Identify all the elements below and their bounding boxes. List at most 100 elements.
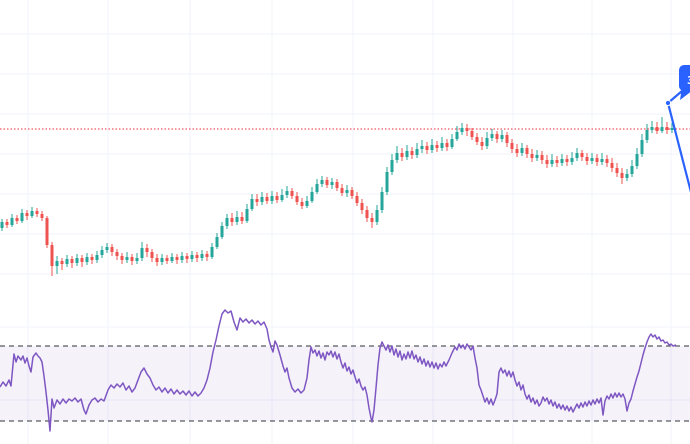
candle-body	[190, 255, 194, 259]
candle-body	[520, 148, 524, 153]
candle-body	[150, 252, 154, 258]
rsi-band-fill	[0, 346, 690, 421]
candle-body	[535, 155, 539, 158]
candle-body	[590, 158, 594, 161]
candle-body	[445, 143, 449, 147]
candle-body	[50, 245, 54, 266]
candle-body	[385, 172, 389, 192]
candle-body	[20, 213, 24, 221]
candle-body	[635, 154, 639, 166]
candle-body	[0, 222, 4, 228]
candle-body	[560, 159, 564, 163]
candle-body	[165, 258, 169, 261]
candle-body	[655, 127, 659, 131]
candle-body	[480, 142, 484, 146]
candle-body	[275, 196, 279, 200]
candle-body	[90, 257, 94, 260]
candle-body	[250, 199, 254, 209]
candle-body	[130, 257, 134, 261]
candle-body	[350, 190, 354, 196]
candle-body	[295, 196, 299, 202]
candle-body	[125, 257, 129, 260]
candle-body	[565, 159, 569, 162]
candle-body	[220, 226, 224, 237]
candle-body	[135, 258, 139, 261]
callout-label-text: 3	[687, 74, 690, 87]
candle-body	[85, 257, 89, 262]
candle-body	[95, 255, 99, 260]
candle-body	[180, 256, 184, 260]
candle-body	[45, 218, 49, 245]
candle-body	[470, 131, 474, 137]
candle-body	[205, 254, 209, 257]
candle-body	[640, 140, 644, 154]
candle-body	[600, 159, 604, 162]
candle-body	[410, 151, 414, 155]
candle-body	[670, 128, 674, 130]
candle-body	[255, 199, 259, 202]
candle-body	[555, 160, 559, 163]
candle-body	[325, 180, 329, 185]
candle-body	[400, 153, 404, 157]
candle-body	[110, 247, 114, 252]
candle-body	[35, 211, 39, 214]
candle-body	[515, 149, 519, 153]
candle-body	[335, 182, 339, 188]
candle-body	[485, 138, 489, 146]
candle-body	[500, 135, 504, 139]
candle-body	[105, 247, 109, 250]
candle-body	[605, 159, 609, 163]
candle-body	[25, 213, 29, 216]
candle-body	[200, 254, 204, 258]
candle-body	[185, 256, 189, 259]
drawing-annotation[interactable]: 3	[664, 65, 690, 196]
candle-body	[340, 188, 344, 193]
candle-body	[75, 258, 79, 263]
candle-body	[380, 192, 384, 210]
candle-body	[280, 195, 284, 200]
candle-body	[595, 158, 599, 162]
candle-body	[310, 192, 314, 201]
candle-body	[650, 127, 654, 130]
candle-body	[435, 145, 439, 148]
candle-body	[390, 160, 394, 172]
candle-body	[580, 153, 584, 157]
candle-body	[405, 151, 409, 157]
candle-body	[140, 248, 144, 258]
candle-body	[620, 173, 624, 178]
candle-body	[395, 153, 399, 160]
trendline[interactable]	[666, 101, 690, 196]
candle-body	[585, 157, 589, 161]
candle-body	[230, 218, 234, 222]
candle-body	[320, 180, 324, 184]
candle-body	[15, 218, 19, 221]
candle-body	[455, 132, 459, 139]
annotation-shapes[interactable]	[664, 65, 690, 196]
candle-body	[100, 250, 104, 255]
candle-body	[550, 160, 554, 164]
candle-body	[610, 163, 614, 168]
candle-body	[215, 237, 219, 247]
candle-body	[60, 261, 64, 264]
candle-body	[415, 149, 419, 155]
anchor-point[interactable]	[664, 99, 672, 107]
candle-body	[430, 145, 434, 150]
candle-body	[475, 137, 479, 142]
candle-body	[195, 255, 199, 258]
rsi-band	[0, 345, 690, 422]
candle-body	[440, 143, 444, 148]
callout-bubble[interactable]	[679, 65, 690, 91]
candle-body	[80, 258, 84, 262]
candle-body	[285, 191, 289, 195]
candle-body	[170, 257, 174, 261]
candle-body	[665, 127, 669, 130]
candle-body	[305, 201, 309, 206]
candle-body	[10, 218, 14, 225]
candle-body	[260, 197, 264, 202]
candle-body	[425, 146, 429, 150]
candle-body	[490, 134, 494, 138]
candle-body	[265, 197, 269, 201]
